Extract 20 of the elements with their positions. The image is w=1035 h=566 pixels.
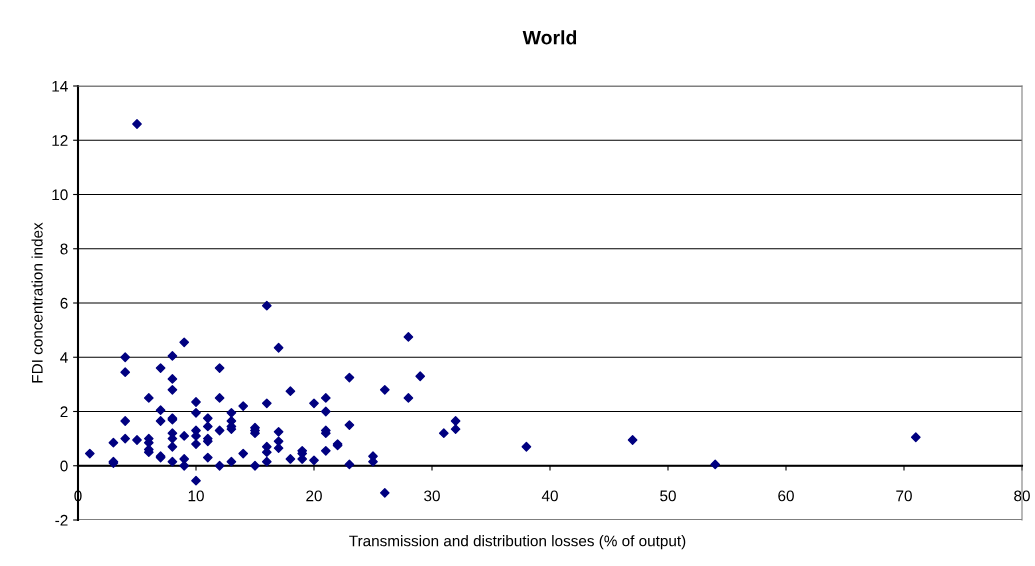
y-tick-label: 8 <box>60 243 68 255</box>
x-tick-label: 30 <box>424 490 440 502</box>
x-tick-label: 70 <box>896 490 912 502</box>
x-tick-label: 80 <box>1014 490 1030 502</box>
chart-title: World <box>522 30 577 45</box>
y-tick-label: 10 <box>52 189 68 201</box>
y-axis-title: FDI concentration index <box>31 222 43 383</box>
x-tick-label: 50 <box>660 490 676 502</box>
x-tick-label: 10 <box>188 490 204 502</box>
x-tick-label: 20 <box>306 490 322 502</box>
y-tick-label: 6 <box>60 297 68 309</box>
x-tick-label: 60 <box>778 490 794 502</box>
x-tick-label: 40 <box>541 490 558 502</box>
y-tick-label: 4 <box>60 352 68 363</box>
y-tick-label: 12 <box>52 135 68 146</box>
y-tick-label: 0 <box>60 460 68 472</box>
y-tick-label: 2 <box>60 406 68 418</box>
x-axis-title: Transmission and distribution losses (% of output) <box>349 535 686 550</box>
y-tick-label: -2 <box>55 514 68 526</box>
y-tick-label: 14 <box>52 81 68 92</box>
